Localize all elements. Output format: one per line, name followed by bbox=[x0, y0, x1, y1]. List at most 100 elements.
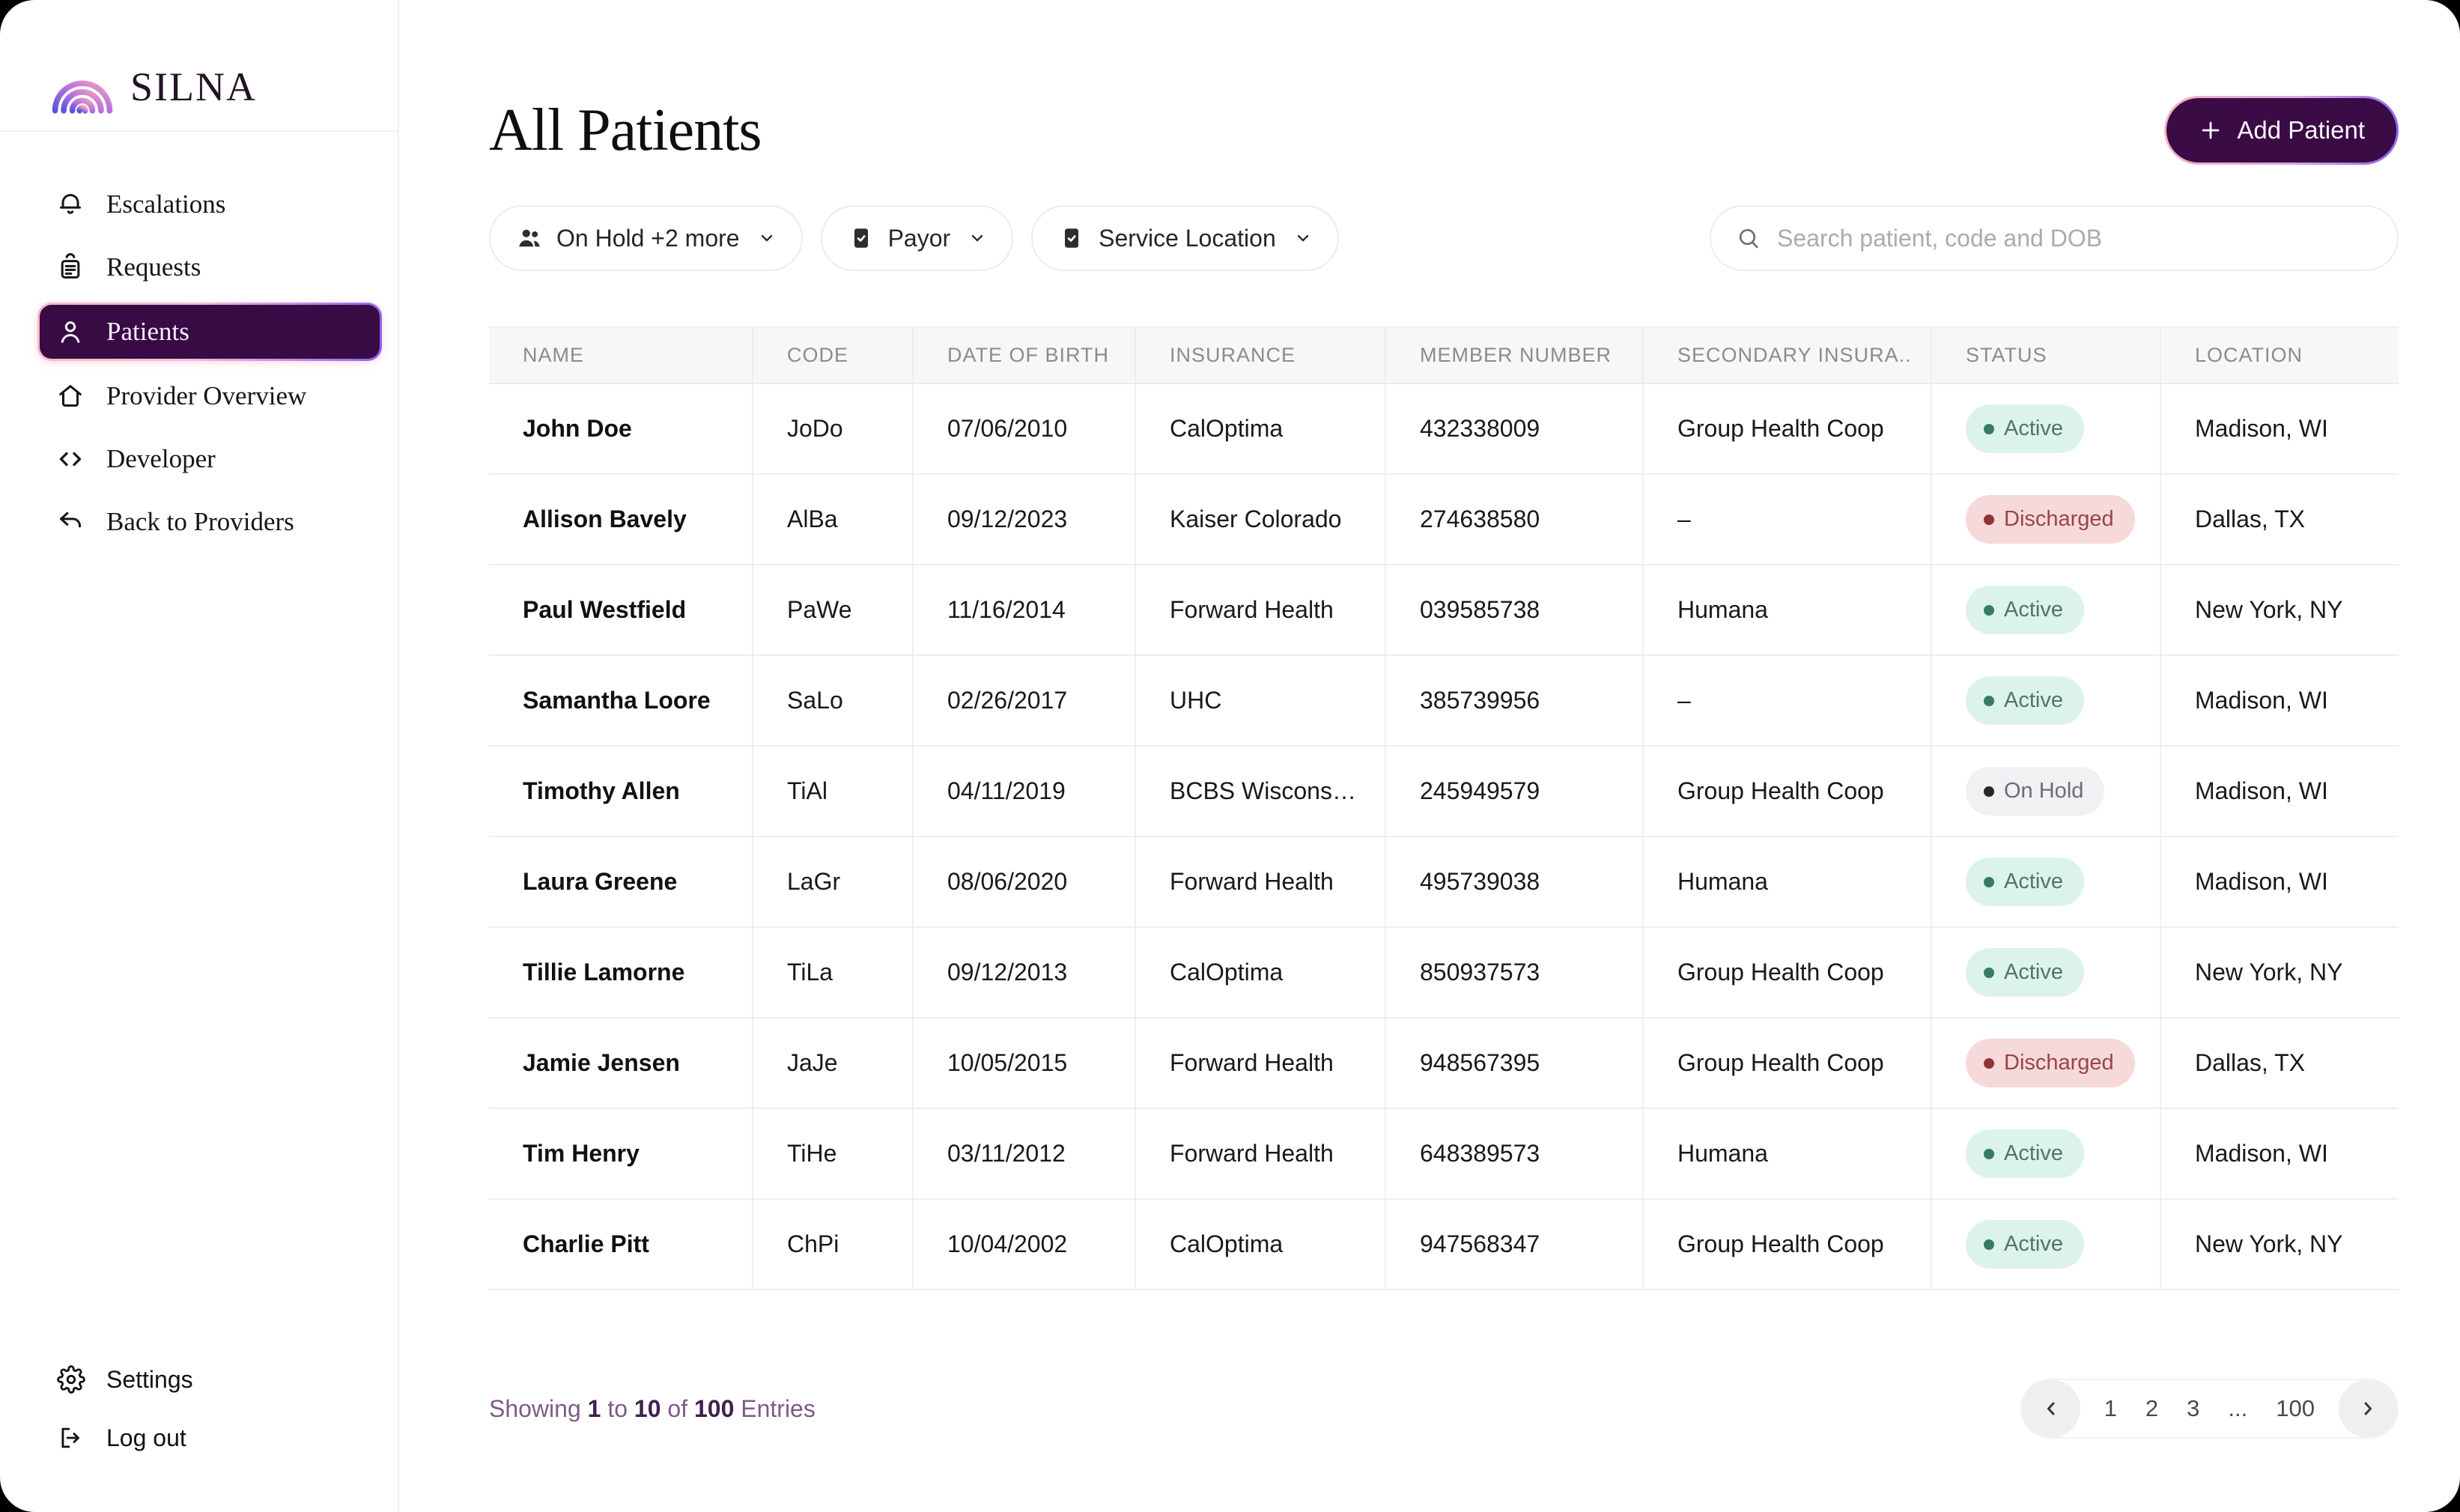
settings-button[interactable]: Settings bbox=[57, 1365, 383, 1394]
previous-page-button[interactable] bbox=[2021, 1380, 2080, 1437]
cell-code: PaWe bbox=[753, 565, 914, 655]
status-label: Discharged bbox=[2004, 1051, 2114, 1075]
status-badge: Discharged bbox=[1966, 1039, 2135, 1087]
cell-secondary-insurance: Group Health Coop bbox=[1644, 928, 1932, 1017]
cell-member-number: 432338009 bbox=[1386, 384, 1644, 473]
table-row[interactable]: Allison Bavely AlBa 09/12/2023 Kaiser Co… bbox=[489, 475, 2399, 565]
cell-location: Dallas, TX bbox=[2195, 1049, 2306, 1076]
table-row[interactable]: Charlie Pitt ChPi 10/04/2002 CalOptima 9… bbox=[489, 1200, 2399, 1290]
brand-logo: SILNA bbox=[0, 0, 398, 132]
cell-secondary-insurance: – bbox=[1644, 656, 1932, 745]
cell-code: SaLo bbox=[753, 656, 914, 745]
status-badge: Active bbox=[1966, 676, 2084, 725]
service-location-filter-button[interactable]: Service Location bbox=[1031, 205, 1339, 271]
status-filter-label: On Hold +2 more bbox=[556, 224, 740, 252]
cell-member-number: 039585738 bbox=[1386, 565, 1644, 655]
table-footer: Showing 1 to 10 of 100 Entries 1 2 3... 100 bbox=[489, 1379, 2399, 1439]
status-label: Active bbox=[2004, 688, 2063, 712]
page-button[interactable]: 1 bbox=[2104, 1395, 2117, 1421]
column-header-secondary-insurance: SECONDARY INSURA.. bbox=[1644, 328, 1932, 383]
sidebar-item-patients[interactable]: Patients bbox=[37, 303, 382, 361]
table-row[interactable]: Samantha Loore SaLo 02/26/2017 UHC 38573… bbox=[489, 656, 2399, 747]
sidebar-item-provider-overview[interactable]: Provider Overview bbox=[37, 365, 382, 428]
cell-insurance: Kaiser Colorado bbox=[1136, 475, 1386, 564]
table-row[interactable]: John Doe JoDo 07/06/2010 CalOptima 43233… bbox=[489, 384, 2399, 475]
sidebar-item-requests[interactable]: Requests bbox=[37, 236, 382, 299]
cell-dob: 10/05/2015 bbox=[914, 1018, 1136, 1108]
cell-dob: 08/06/2020 bbox=[914, 837, 1136, 926]
cell-member-number: 245949579 bbox=[1386, 747, 1644, 836]
page-number-list: 1 2 3... 100 bbox=[2080, 1395, 2339, 1422]
logout-button[interactable]: Log out bbox=[57, 1424, 383, 1452]
main-content: All Patients Add Patient On Hold +2 more bbox=[399, 0, 2460, 1512]
add-patient-button[interactable]: Add Patient bbox=[2164, 96, 2399, 165]
table-row[interactable]: Timothy Allen TiAl 04/11/2019 BCBS Wisco… bbox=[489, 747, 2399, 837]
rainbow-arc-logo bbox=[52, 80, 113, 114]
sidebar-item-label: Developer bbox=[106, 444, 216, 473]
page-button[interactable]: 100 bbox=[2276, 1395, 2315, 1421]
status-badge: Active bbox=[1966, 1220, 2084, 1269]
next-page-button[interactable] bbox=[2339, 1380, 2397, 1437]
back-arrow-icon bbox=[60, 511, 81, 528]
table-row[interactable]: Paul Westfield PaWe 11/16/2014 Forward H… bbox=[489, 565, 2399, 656]
table-row[interactable]: Tim Henry TiHe 03/11/2012 Forward Health… bbox=[489, 1109, 2399, 1200]
cell-code: ChPi bbox=[753, 1200, 914, 1289]
search-icon bbox=[1739, 228, 1758, 249]
status-dot bbox=[1984, 514, 1994, 525]
clipboard-icon bbox=[61, 253, 80, 279]
cell-insurance: Forward Health bbox=[1136, 1109, 1386, 1198]
page-button[interactable]: 3 bbox=[2187, 1395, 2200, 1421]
column-header-insurance: INSURANCE bbox=[1136, 328, 1386, 383]
page-ellipsis: ... bbox=[2228, 1395, 2248, 1421]
status-dot bbox=[1984, 423, 1994, 434]
status-filter-button[interactable]: On Hold +2 more bbox=[489, 205, 803, 271]
sidebar-item-escalations[interactable]: Escalations bbox=[37, 173, 382, 236]
status-dot bbox=[1984, 604, 1994, 616]
cell-dob: 09/12/2023 bbox=[914, 475, 1136, 564]
cell-code: AlBa bbox=[753, 475, 914, 564]
sidebar-item-developer[interactable]: Developer bbox=[37, 428, 382, 491]
status-badge: Active bbox=[1966, 948, 2084, 997]
status-dot bbox=[1984, 786, 1994, 797]
status-badge: On Hold bbox=[1966, 767, 2105, 816]
cell-location: New York, NY bbox=[2195, 1230, 2343, 1257]
chevron-down-icon bbox=[761, 234, 772, 242]
chevron-right-icon bbox=[2364, 1402, 2372, 1415]
cell-name: Laura Greene bbox=[489, 837, 753, 926]
page-button[interactable]: 2 bbox=[2145, 1395, 2159, 1421]
sidebar-nav: Escalations Requests Patients bbox=[0, 132, 398, 553]
table-row[interactable]: Tillie Lamorne TiLa 09/12/2013 CalOptima… bbox=[489, 928, 2399, 1018]
cell-member-number: 274638580 bbox=[1386, 475, 1644, 564]
search-input[interactable] bbox=[1777, 224, 2373, 252]
cell-dob: 02/26/2017 bbox=[914, 656, 1136, 745]
sidebar-item-back-to-providers[interactable]: Back to Providers bbox=[37, 491, 382, 553]
cell-location: Madison, WI bbox=[2195, 777, 2328, 804]
status-dot bbox=[1984, 695, 1994, 706]
cell-code: JoDo bbox=[753, 384, 914, 473]
cell-name: Timothy Allen bbox=[489, 747, 753, 836]
table-row[interactable]: Laura Greene LaGr 08/06/2020 Forward Hea… bbox=[489, 837, 2399, 928]
cell-code: TiHe bbox=[753, 1109, 914, 1198]
cell-dob: 07/06/2010 bbox=[914, 384, 1136, 473]
cell-secondary-insurance: Group Health Coop bbox=[1644, 747, 1932, 836]
doc-check-icon bbox=[854, 228, 868, 248]
status-dot bbox=[1984, 1057, 1994, 1069]
home-icon bbox=[59, 384, 82, 407]
doc-check-icon bbox=[1065, 228, 1079, 248]
status-label: Active bbox=[2004, 598, 2063, 622]
cell-secondary-insurance: – bbox=[1644, 475, 1932, 564]
cell-code: LaGr bbox=[753, 837, 914, 926]
cell-location: Madison, WI bbox=[2195, 868, 2328, 895]
status-label: Active bbox=[2004, 1232, 2063, 1256]
brand-name: SILNA bbox=[130, 64, 257, 109]
table-header-row: NAME CODE DATE OF BIRTH INSURANCE MEMBER… bbox=[489, 328, 2399, 384]
cell-insurance: CalOptima bbox=[1136, 1200, 1386, 1289]
table-row[interactable]: Jamie Jensen JaJe 10/05/2015 Forward Hea… bbox=[489, 1018, 2399, 1109]
cell-status: Active bbox=[1932, 656, 2161, 745]
cell-location: Madison, WI bbox=[2195, 415, 2328, 442]
patients-table: NAME CODE DATE OF BIRTH INSURANCE MEMBER… bbox=[489, 327, 2399, 1290]
payor-filter-button[interactable]: Payor bbox=[820, 205, 1014, 271]
logout-icon bbox=[61, 1427, 79, 1448]
cell-status: Active bbox=[1932, 384, 2161, 473]
cell-status: Active bbox=[1932, 565, 2161, 655]
